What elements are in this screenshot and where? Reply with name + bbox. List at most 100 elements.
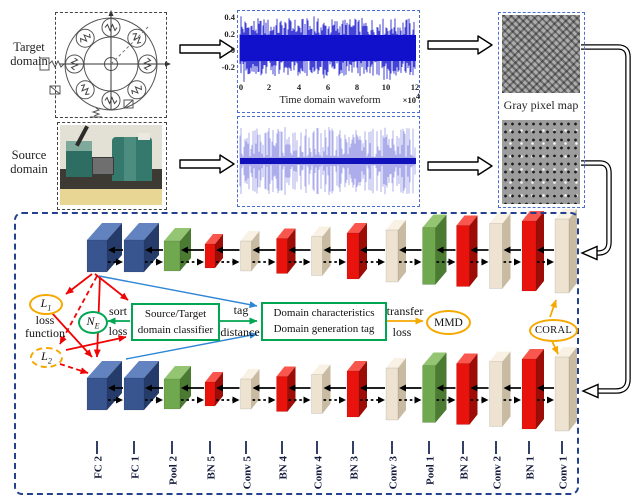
photo-left-motor bbox=[66, 141, 92, 177]
network-box bbox=[14, 212, 579, 495]
bearing-schematic bbox=[39, 10, 171, 118]
target-domain-label: Target domain bbox=[10, 40, 48, 69]
layer-connector bbox=[470, 384, 489, 404]
layer-label: Pool 1 bbox=[425, 456, 437, 485]
l1-loss-ellipse: L1 bbox=[29, 294, 63, 315]
source-waveform-box bbox=[237, 116, 420, 207]
layer-label: FC 2 bbox=[93, 456, 105, 479]
layer-connector bbox=[288, 246, 311, 266]
layer-slab bbox=[86, 223, 122, 273]
mmd-ellipse: MMD bbox=[426, 310, 471, 335]
photo-right-motor bbox=[112, 137, 152, 181]
layer-slab bbox=[123, 223, 159, 273]
spring-symbol bbox=[138, 54, 157, 74]
target-domain-box bbox=[55, 12, 167, 118]
graymap-feed-arrows bbox=[580, 44, 631, 399]
sort-loss-label: loss bbox=[108, 324, 128, 338]
layer-connector bbox=[399, 384, 422, 404]
layer-connector bbox=[145, 246, 163, 266]
arrow-waveform-to-graymap bbox=[427, 35, 493, 55]
layer-connector bbox=[216, 246, 240, 266]
layer-label: BN 1 bbox=[525, 456, 537, 480]
layer-label: Conv 2 bbox=[492, 456, 504, 490]
layer-connector bbox=[360, 384, 385, 404]
layer-connector bbox=[436, 246, 456, 266]
spring-symbol bbox=[75, 28, 95, 48]
layer-slab bbox=[554, 209, 577, 294]
layer-connector bbox=[108, 384, 123, 404]
layer-connector bbox=[537, 384, 554, 404]
transfer-label: transfer bbox=[386, 304, 424, 318]
layer-connector bbox=[470, 246, 489, 266]
layer-label: Conv 4 bbox=[313, 456, 325, 490]
gray-pixel-map-target bbox=[502, 15, 580, 93]
layer-label: BN 4 bbox=[278, 456, 290, 480]
photo-coupling bbox=[92, 157, 114, 175]
layer-connector bbox=[323, 246, 346, 266]
layer-connector bbox=[145, 384, 163, 404]
classifier-box: Source/Target domain classifier bbox=[131, 303, 220, 341]
spring-symbol bbox=[127, 28, 147, 48]
distance-label: distance bbox=[220, 325, 260, 339]
flow-arrows bbox=[179, 35, 493, 176]
layer-slab bbox=[163, 366, 191, 410]
layer-connector bbox=[323, 384, 346, 404]
layer-connector bbox=[503, 384, 521, 404]
layer-label: BN 3 bbox=[349, 456, 361, 480]
layer-slab bbox=[204, 372, 223, 407]
spring-symbol bbox=[101, 91, 121, 110]
layer-label: Pool 2 bbox=[168, 456, 180, 486]
layer-slab bbox=[346, 361, 367, 418]
tag-label: tag bbox=[233, 303, 249, 317]
layer-label: Conv 1 bbox=[558, 456, 570, 489]
layer-connector bbox=[216, 384, 240, 404]
arrow-waveform2-to-graymap bbox=[427, 156, 493, 176]
arrow-target-to-waveform bbox=[179, 39, 235, 59]
domain-characteristics-box: Domain characteristics Domain generation… bbox=[261, 302, 387, 341]
transfer-loss-label: loss bbox=[392, 325, 412, 339]
sort-label: sort bbox=[109, 304, 127, 318]
cnn-network: FC 2 FC 1 Pool 2 BN 5 Conv 5 BN 4 Conv 4 BN 3 Co… bbox=[86, 209, 577, 490]
target-waveform-plot bbox=[239, 16, 416, 82]
layer-slab bbox=[163, 228, 191, 272]
target-waveform-box bbox=[237, 10, 420, 113]
layer-slab bbox=[489, 213, 511, 289]
gray-map-box bbox=[498, 12, 585, 208]
waveform-xlabel: Time domain waveform bbox=[279, 95, 381, 106]
spring-symbol bbox=[75, 80, 95, 100]
spring-symbol bbox=[101, 18, 121, 37]
spring-symbol bbox=[127, 80, 147, 100]
layer-label: FC 1 bbox=[130, 456, 142, 479]
photo-motor-tag bbox=[138, 133, 150, 140]
layer-connector bbox=[252, 246, 276, 266]
layer-connector bbox=[252, 384, 276, 404]
layer-connector bbox=[537, 246, 554, 266]
layer-slab bbox=[554, 347, 577, 432]
annotation-arrows bbox=[51, 273, 559, 375]
layer-connector bbox=[436, 384, 456, 404]
loss-function-label: loss function bbox=[25, 313, 65, 341]
x-scale-label: ×104 bbox=[402, 92, 420, 105]
layer-connector bbox=[181, 246, 204, 266]
ne-ellipse: NE bbox=[78, 311, 108, 334]
source-waveform-plot bbox=[239, 127, 416, 195]
arrow-source-to-waveform bbox=[179, 154, 235, 174]
layer-label: BN 2 bbox=[459, 456, 471, 480]
source-domain-label: Source domain bbox=[10, 148, 48, 177]
layer-connector bbox=[399, 246, 422, 266]
coral-ellipse: CORAL bbox=[529, 319, 578, 342]
layer-connector bbox=[108, 246, 123, 266]
gray-map-label: Gray pixel map bbox=[503, 98, 579, 112]
source-domain-box bbox=[57, 122, 167, 210]
layer-slab bbox=[521, 211, 544, 292]
spring-symbol bbox=[65, 54, 84, 74]
layer-connector bbox=[360, 246, 385, 266]
layer-label: Conv 3 bbox=[388, 456, 400, 490]
layer-connector bbox=[503, 246, 521, 266]
layer-connector bbox=[181, 384, 204, 404]
l2-loss-ellipse: L2 bbox=[30, 347, 63, 368]
test-rig-photo bbox=[60, 125, 162, 205]
layer-label: BN 5 bbox=[206, 456, 218, 480]
